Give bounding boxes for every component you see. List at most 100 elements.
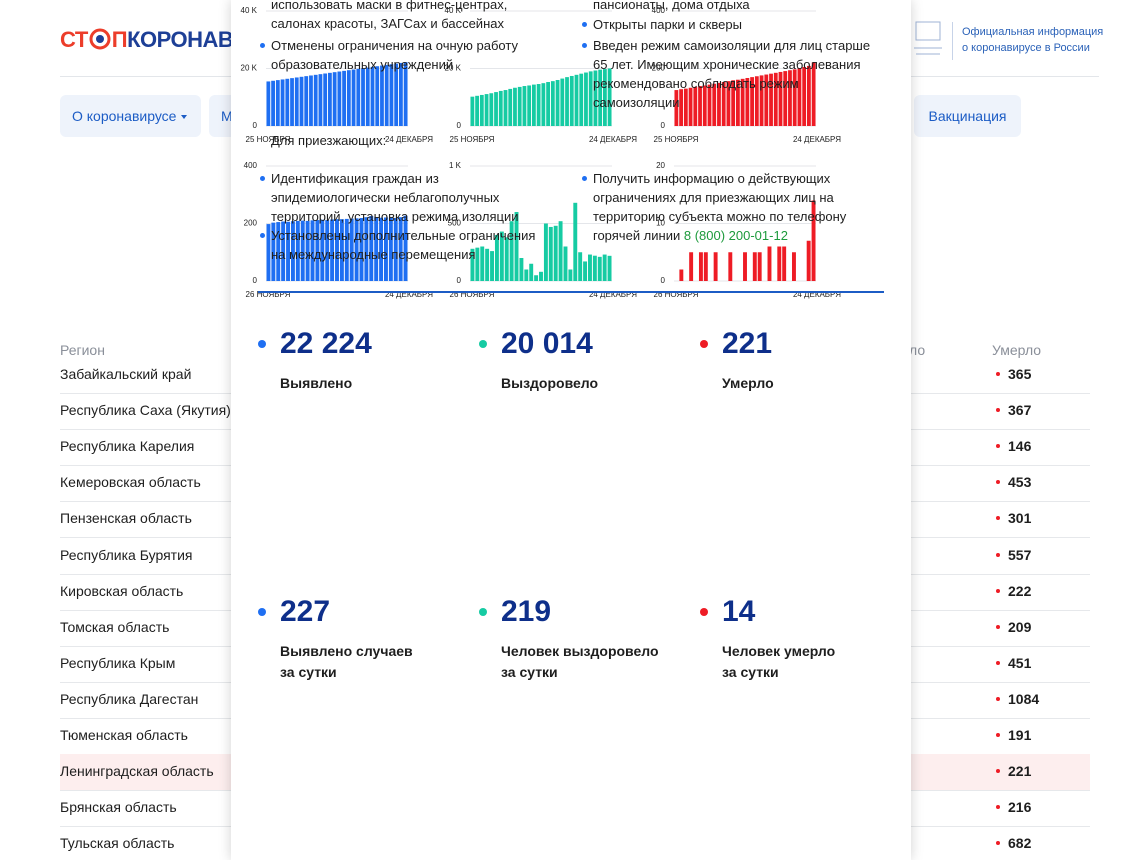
bar (349, 218, 354, 281)
bar (588, 254, 592, 281)
stat-value: 20 014 (501, 327, 593, 360)
bar (503, 90, 508, 126)
region-name: Томская область (60, 618, 170, 635)
bar (356, 68, 361, 126)
bar (374, 217, 379, 281)
measure-text: Открыты парки и скверы (593, 17, 742, 32)
bar (773, 72, 778, 126)
bar (335, 219, 339, 281)
bar (731, 80, 736, 126)
bar (524, 269, 529, 281)
bar (769, 73, 773, 126)
bar (330, 219, 335, 281)
bar (479, 94, 484, 126)
y-tick-label: 10 (656, 219, 665, 228)
death-dot (996, 841, 1000, 846)
bar (305, 220, 310, 281)
bar (807, 65, 811, 126)
deaths-value: 451 (1008, 654, 1032, 671)
phone-link[interactable]: 8 (800) 200-01-12 (683, 228, 788, 243)
bar (726, 81, 731, 126)
measure-text: Отменены ограничения на очную работу обр… (271, 38, 518, 72)
bar (683, 88, 688, 126)
official-info[interactable]: Официальная информация о коронавирусе в … (962, 26, 1104, 54)
region-name: Забайкальский край (60, 366, 192, 382)
bar (309, 75, 313, 126)
bar (534, 275, 539, 281)
bar (750, 77, 754, 126)
bar (342, 70, 346, 126)
bar (584, 72, 588, 126)
stat-value: 227 (280, 595, 331, 628)
bar (513, 87, 517, 126)
stat-dot (258, 340, 266, 348)
stat-label: Умерло (722, 375, 774, 391)
bar (703, 252, 708, 281)
bar (266, 81, 271, 126)
bar (361, 68, 365, 126)
section-title: Для приезжающих: (271, 133, 387, 148)
bar (767, 246, 772, 281)
stat-dot (700, 608, 708, 616)
y-tick-label: 0 (457, 276, 462, 285)
y-tick-label: 1 K (449, 161, 462, 170)
y-tick-label: 40 K (445, 6, 462, 15)
bar (351, 69, 356, 126)
stat-dot (258, 608, 266, 616)
death-dot (996, 588, 1000, 593)
bar (568, 269, 573, 281)
deaths-value: 365 (1008, 366, 1032, 382)
bullet (260, 233, 265, 238)
death-dot (996, 733, 1000, 737)
bar (811, 62, 816, 126)
info-text: Получить информацию о действующих ограни… (593, 171, 847, 243)
region-name: Республика Бурятия (60, 546, 193, 563)
nav-button[interactable]: Вакцинация (914, 95, 1021, 137)
bar (679, 89, 683, 126)
x-tick-label: 24 ДЕКАБРЯ (589, 290, 637, 299)
region-name: Тульская область (60, 835, 175, 852)
bar (318, 74, 323, 126)
bar (553, 225, 558, 281)
bar (743, 252, 747, 281)
bar (354, 218, 359, 281)
bar (393, 218, 398, 281)
x-tick-label: 24 ДЕКАБРЯ (385, 290, 433, 299)
bar (522, 86, 527, 126)
bar (593, 70, 598, 126)
bar (712, 83, 717, 126)
bar (597, 256, 602, 281)
bullet (260, 43, 265, 48)
y-tick-label: 0 (253, 121, 258, 130)
bar (403, 62, 408, 126)
death-dot (996, 408, 1000, 413)
measure-text: Получить информацию о действующих ограни… (593, 169, 846, 245)
nav-label: Вакцинация (928, 108, 1007, 124)
death-dot (996, 696, 1000, 701)
bar (674, 90, 679, 126)
bar (508, 88, 513, 126)
bar (328, 72, 332, 126)
deaths-value: 453 (1008, 474, 1032, 491)
bar (313, 74, 318, 126)
bar (754, 76, 759, 126)
y-tick-label: 20 K (445, 64, 462, 73)
bar (541, 83, 546, 126)
bar (721, 82, 726, 126)
stat-label: Выявлено случаев за сутки (280, 643, 413, 680)
logo[interactable]: СТ ПКОРОНАВИ (60, 27, 249, 53)
bar (782, 246, 787, 281)
separator (952, 22, 953, 60)
x-tick-label: 25 НОЯБРЯ (450, 135, 495, 144)
bar (752, 252, 757, 281)
bar (480, 246, 485, 281)
y-tick-label: 200 (652, 64, 666, 73)
bar (315, 220, 320, 281)
bar (276, 222, 281, 281)
bar (792, 69, 797, 126)
mini-chart: 0 20 K 40 K 25 НОЯБРЯ 24 ДЕКАБРЯ (241, 6, 434, 144)
bar (514, 212, 519, 281)
nav-button[interactable]: О коронавирусе (60, 95, 201, 137)
region-name: Республика Крым (60, 654, 176, 671)
